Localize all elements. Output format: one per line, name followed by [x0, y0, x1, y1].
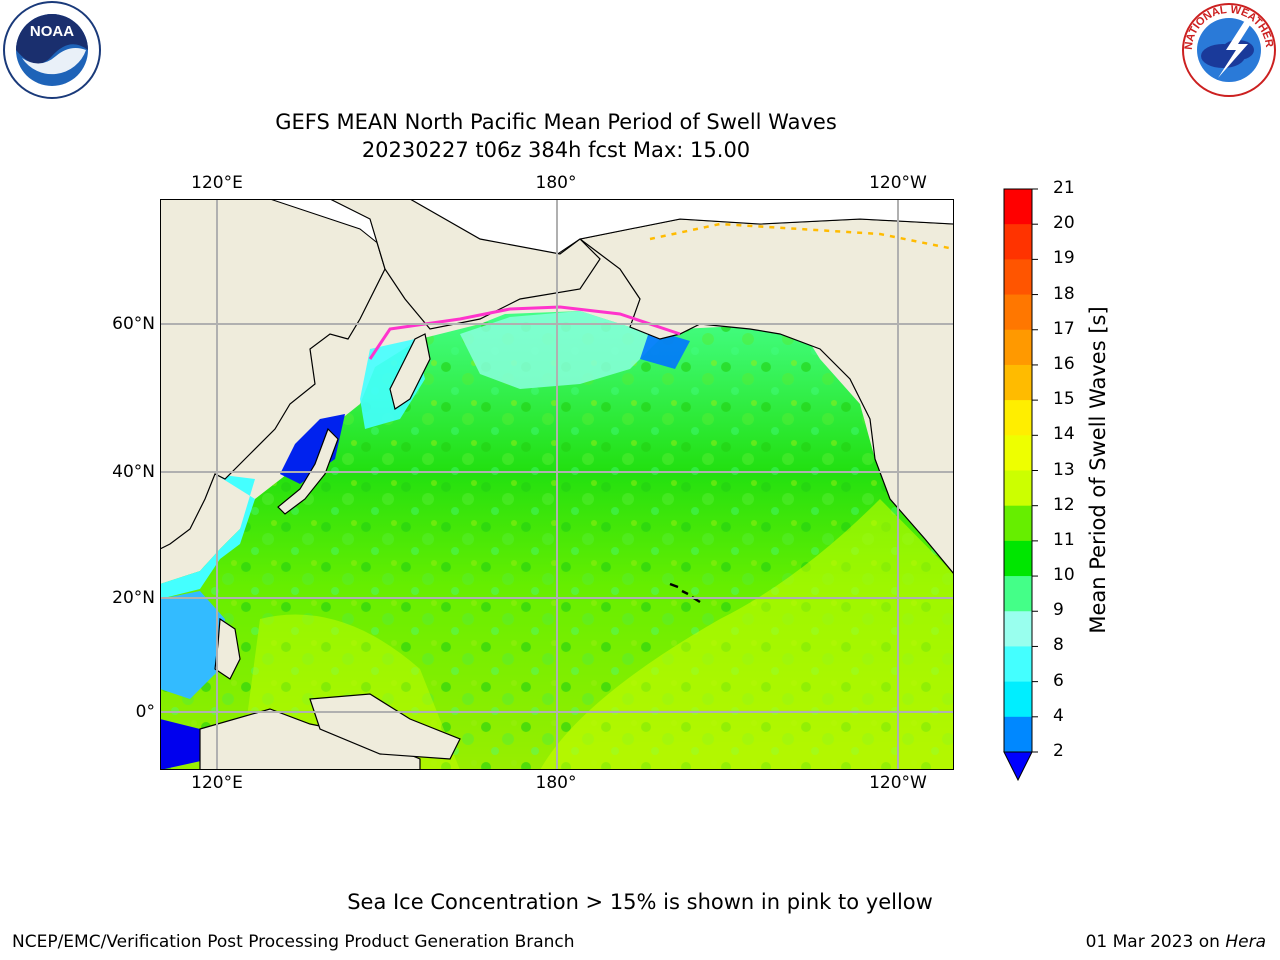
- colorbar-tick-label: 4: [1053, 705, 1064, 726]
- noaa-logo: NOAA: [3, 1, 101, 99]
- colorbar-segment: [1004, 400, 1032, 436]
- lat-label-40n: 40°N: [112, 462, 155, 482]
- lon-label-top-120e: 120°E: [191, 173, 243, 193]
- footer-credit: NCEP/EMC/Verification Post Processing Pr…: [12, 932, 575, 952]
- colorbar-segment: [1004, 259, 1032, 296]
- scs-blue-patch: [160, 719, 210, 770]
- lat-label-0: 0°: [135, 702, 155, 722]
- new-guinea: [309, 693, 461, 760]
- map-panel: [160, 199, 954, 770]
- footer-machine: Hera: [1225, 932, 1266, 952]
- plot-subtitle: 20230227 t06z 384h fcst Max: 15.00: [361, 138, 751, 162]
- colorbar-segment: [1004, 224, 1032, 260]
- colorbar-tick-label: 18: [1053, 283, 1075, 304]
- sea-ice-edge: [368, 305, 681, 360]
- lat-label-60n: 60°N: [112, 314, 155, 334]
- philippine-short-period: [160, 591, 225, 699]
- colorbar-under-arrow: [1003, 751, 1033, 782]
- graticule: [160, 199, 954, 770]
- colorbar-tick-label: 12: [1053, 494, 1075, 515]
- colorbar-tick-label: 21: [1053, 178, 1075, 198]
- lon-label-top-180: 180°: [535, 173, 577, 193]
- colorbar-segment: [1004, 540, 1032, 577]
- colorbar-segment: [1004, 294, 1032, 331]
- noaa-logo-text: NOAA: [30, 23, 74, 40]
- kamchatka: [389, 333, 431, 410]
- colorbar-tick-label: 20: [1053, 213, 1075, 234]
- colorbar-segment: [1004, 646, 1032, 683]
- nws-logo: NATIONAL WEATHER SERVICE: [1178, 0, 1276, 97]
- sea-ice-edge-arctic: [649, 222, 954, 251]
- colorbar-label: Mean Period of Swell Waves [s]: [1086, 306, 1110, 634]
- colorbar-segment: [1004, 716, 1032, 753]
- colorbar-segment: [1004, 364, 1032, 401]
- colorbar-tick-label: 11: [1053, 529, 1075, 550]
- footer-date-text: 01 Mar 2023 on: [1085, 932, 1226, 952]
- colorbar-tick-label: 2: [1053, 741, 1064, 761]
- bering-short-period: [460, 311, 660, 389]
- lon-label-top-120w: 120°W: [869, 173, 927, 193]
- colorbar-segment: [1004, 435, 1032, 471]
- lon-label-bottom-180: 180°: [535, 773, 577, 793]
- colorbar-segment: [1004, 576, 1032, 612]
- colorbar-tick-label: 19: [1053, 248, 1075, 269]
- colorbar-tick-label: 9: [1053, 600, 1064, 621]
- plot-title: GEFS MEAN North Pacific Mean Period of S…: [275, 110, 837, 134]
- lat-label-20n: 20°N: [112, 588, 155, 608]
- colorbar-segment: [1004, 611, 1032, 647]
- long-period-region: [540, 499, 954, 770]
- china-coast-short-period: [160, 474, 255, 599]
- colorbar-segment: [1004, 470, 1032, 507]
- gulf-alaska-short-period: [640, 329, 690, 369]
- sea-ice-note: Sea Ice Concentration > 15% is shown in …: [347, 890, 933, 914]
- colorbar-segment: [1004, 189, 1032, 225]
- colorbar: [1003, 188, 1038, 782]
- colorbar-tick-label: 17: [1053, 318, 1075, 339]
- footer-date: 01 Mar 2023 on Hera: [1086, 932, 1266, 952]
- colorbar-tick-label: 10: [1053, 565, 1075, 586]
- colorbar-tick-label: 14: [1053, 424, 1075, 445]
- colorbar-tick-label: 16: [1053, 353, 1075, 374]
- chukotka-land: [329, 199, 601, 330]
- colorbar-segment: [1004, 505, 1032, 542]
- colorbar-tick-label: 13: [1053, 459, 1075, 480]
- colorbar-tick-label: 6: [1053, 670, 1064, 691]
- colorbar-tick-label: 8: [1053, 635, 1064, 656]
- colorbar-segment: [1004, 681, 1032, 718]
- colorbar-tick-label: 15: [1053, 389, 1075, 410]
- lon-label-bottom-120w: 120°W: [869, 773, 927, 793]
- lon-label-bottom-120e: 120°E: [191, 773, 243, 793]
- colorbar-segment: [1004, 329, 1032, 366]
